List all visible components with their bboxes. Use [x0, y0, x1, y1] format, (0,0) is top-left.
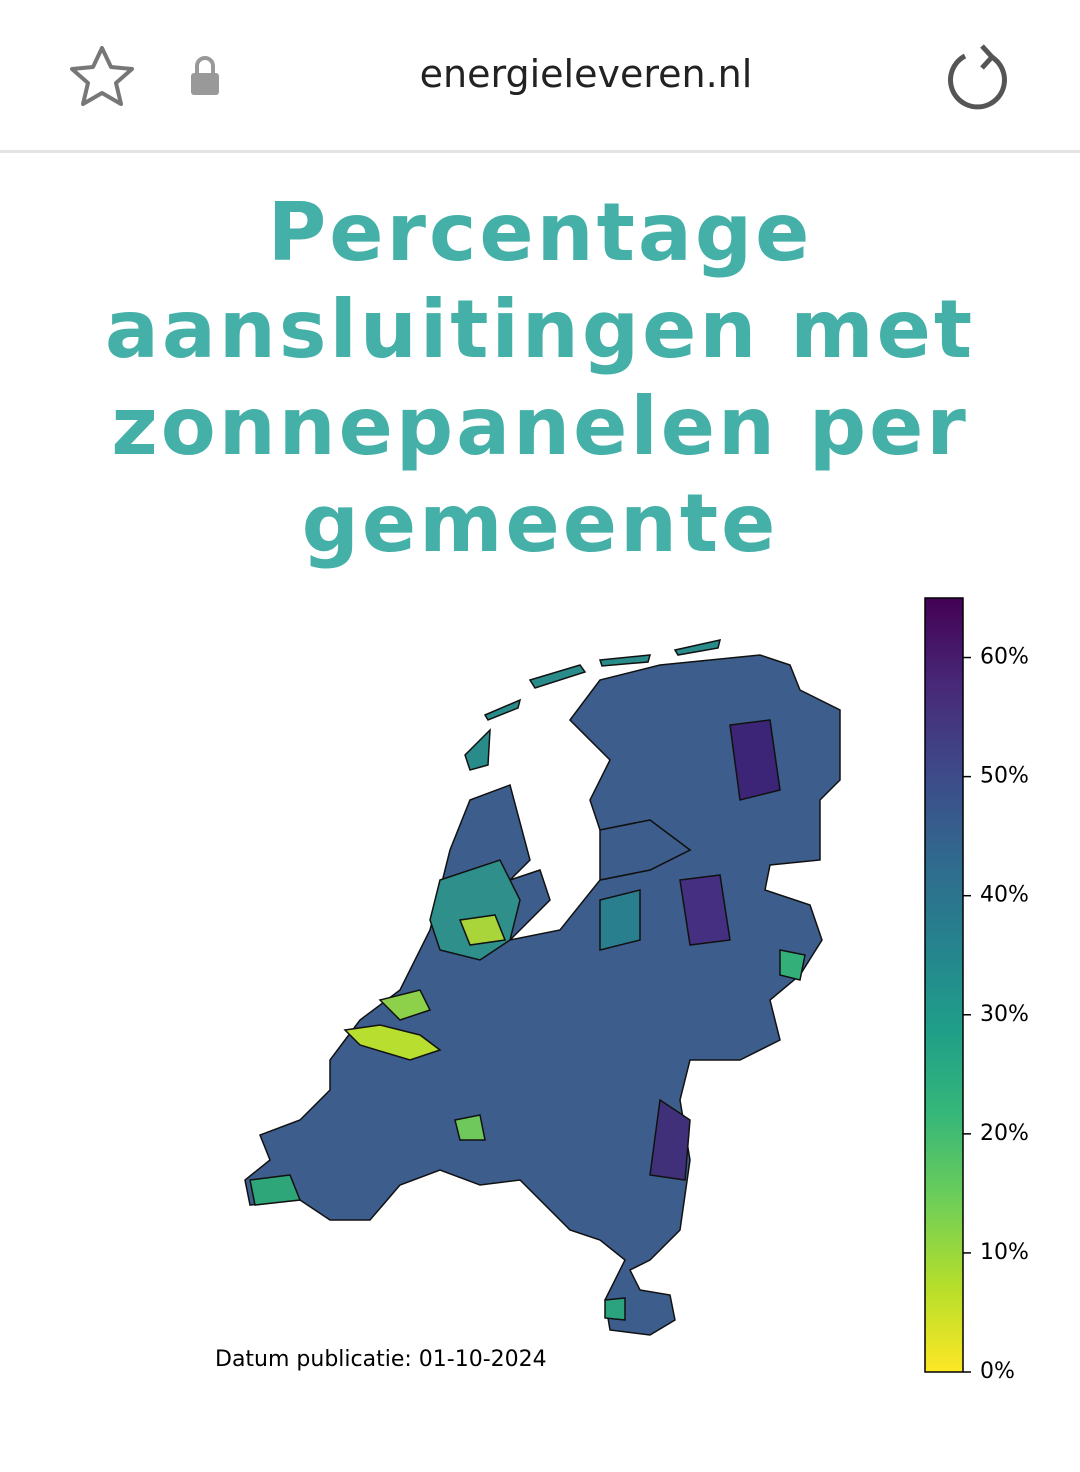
y-tick-label: 60% — [980, 645, 1029, 670]
lock-icon — [191, 56, 219, 95]
url[interactable]: energieleveren.nl — [419, 52, 753, 96]
y-tick-label: 10% — [980, 1240, 1029, 1265]
browser-bar: energieleveren.nl — [0, 0, 1080, 153]
browser-icons — [70, 44, 1007, 110]
y-tick-label: 50% — [980, 764, 1029, 789]
colorbar — [924, 597, 964, 1373]
y-tick-label: 0% — [980, 1359, 1015, 1384]
publication-date: Datum publicatie: 01-10-2024 — [215, 1347, 547, 1372]
reload-icon[interactable] — [948, 53, 1007, 110]
y-tick-label: 40% — [980, 883, 1029, 908]
chart-title: Percentage aansluitingen met zonnepanele… — [104, 186, 976, 570]
y-tick-label: 30% — [980, 1002, 1029, 1027]
map — [244, 639, 841, 1336]
chart: Datum publicatie: 01-10-2024 0% 10% 20% 30%… — [215, 597, 1029, 1384]
y-tick-label: 20% — [980, 1121, 1029, 1146]
bookmark-star[interactable] — [70, 46, 134, 106]
